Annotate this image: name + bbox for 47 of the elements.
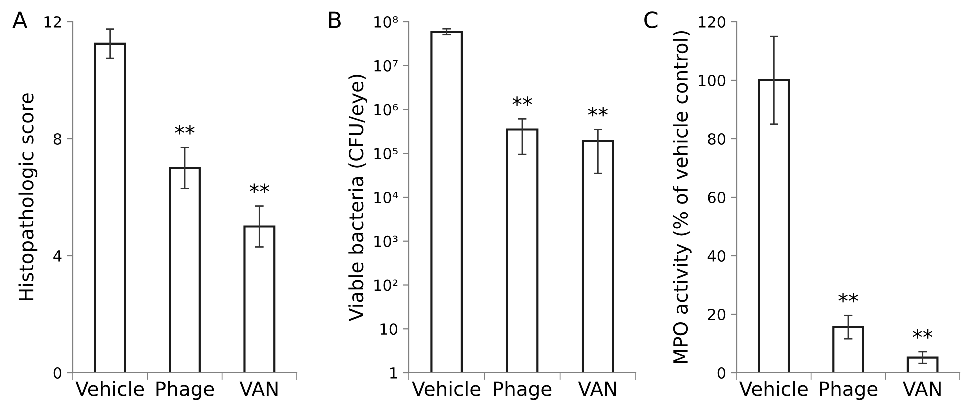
- bar: [832, 326, 864, 373]
- x-tick-label: Vehicle: [412, 381, 481, 396]
- y-tick-label: 10: [380, 324, 398, 336]
- bar: [758, 79, 790, 373]
- y-tick-label: 40: [708, 250, 726, 262]
- chart-title: A: [12, 12, 28, 28]
- y-tick-label: 10⁷: [374, 60, 398, 72]
- y-tick-label: 4: [54, 250, 62, 262]
- y-tick-label: 10⁶: [374, 104, 398, 116]
- annotation: **: [913, 329, 933, 339]
- x-tick-label: VAN: [903, 382, 941, 396]
- x-tick-label: VAN: [578, 382, 616, 396]
- y-axis-title: Viable bacteria (CFU/eye): [348, 75, 368, 322]
- annotation: **: [250, 184, 270, 194]
- annotation: **: [838, 293, 858, 303]
- y-tick-label: 0: [718, 367, 726, 380]
- bar: [906, 356, 939, 373]
- bar: [244, 226, 276, 373]
- x-tick-label: Vehicle: [76, 381, 144, 396]
- bar: [169, 167, 201, 373]
- y-tick-label: 8: [54, 133, 62, 146]
- y-axis-title: MPO activity (% of vehicle control): [673, 31, 692, 364]
- bar: [94, 42, 126, 373]
- x-tick-label: Vehicle: [740, 381, 808, 396]
- x-tick-label: Phage: [820, 381, 878, 400]
- chart-title: C: [644, 12, 658, 28]
- x-tick-label: VAN: [240, 382, 278, 396]
- y-tick-label: 60: [708, 192, 726, 204]
- x-tick-label: Phage: [494, 381, 552, 400]
- y-tick-label: 100: [699, 74, 726, 87]
- y-tick-label: 80: [708, 133, 726, 146]
- y-tick-label: 12: [44, 16, 62, 28]
- y-tick-label: 10²: [374, 280, 398, 292]
- y-tick-label: 120: [699, 16, 726, 28]
- y-axis-title: Histopathologic score: [18, 94, 38, 301]
- y-tick-label: 0: [54, 367, 62, 380]
- chart-title: B: [329, 12, 341, 28]
- y-tick-label: 10³: [374, 236, 398, 248]
- y-tick-label: 10⁴: [374, 192, 398, 204]
- annotation: **: [175, 125, 195, 135]
- annotation: **: [512, 96, 532, 106]
- y-tick-label: 10⁸: [374, 16, 398, 28]
- y-tick-label: 10⁵: [374, 148, 398, 160]
- y-tick-label: 20: [708, 308, 726, 321]
- x-tick-label: Phage: [156, 381, 214, 400]
- y-tick-label: 1: [390, 368, 398, 379]
- annotation: **: [588, 107, 608, 117]
